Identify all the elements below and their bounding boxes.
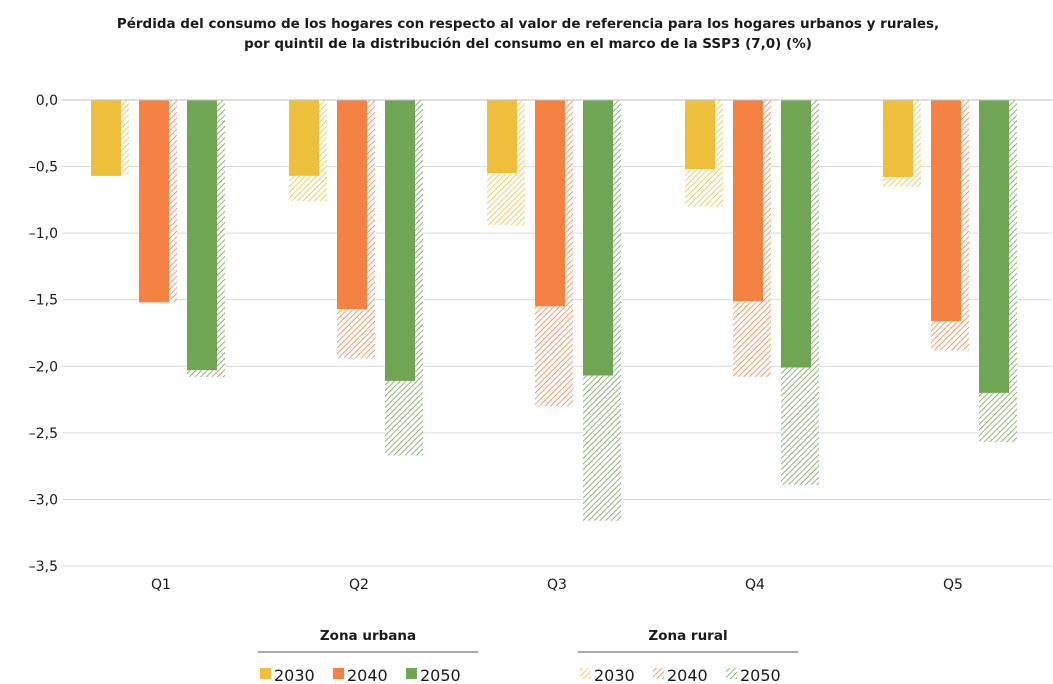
bar-rural-2030-Q5 bbox=[911, 100, 921, 187]
bar-urbana-2050-Q5 bbox=[979, 100, 1009, 393]
x-tick-label: Q3 bbox=[547, 577, 567, 593]
legend-swatch-solid-2050 bbox=[406, 668, 417, 679]
x-tick-label: Q2 bbox=[349, 577, 369, 593]
chart-title-line-2: por quintil de la distribución del consu… bbox=[244, 36, 812, 52]
bar-rural-extension-2050-Q2 bbox=[385, 380, 423, 456]
legend-group-title: Zona rural bbox=[648, 628, 727, 644]
bar-urbana-2040-Q5 bbox=[931, 100, 961, 322]
y-tick-label: –1,0 bbox=[29, 226, 58, 242]
y-tick-label: –3,0 bbox=[29, 492, 58, 508]
bar-urbana-2050-Q1 bbox=[187, 100, 217, 371]
bar-rural-2040-Q4 bbox=[761, 100, 771, 377]
bar-rural-extension-2040-Q2 bbox=[337, 309, 375, 359]
bar-rural-extension-2030-Q5 bbox=[883, 177, 921, 187]
bar-urbana-2030-Q4 bbox=[685, 100, 715, 170]
bar-rural-extension-2050-Q5 bbox=[979, 392, 1017, 443]
bar-rural-2030-Q1 bbox=[119, 100, 129, 175]
x-tick-label: Q1 bbox=[151, 577, 171, 593]
legend-swatch-solid-2040 bbox=[333, 668, 344, 679]
bar-rural-2050-Q5 bbox=[1007, 100, 1017, 443]
bar-urbana-2040-Q3 bbox=[535, 100, 565, 307]
bar-rural-extension-2050-Q1 bbox=[187, 370, 225, 377]
bar-rural-extension-2030-Q4 bbox=[685, 169, 723, 207]
bar-rural-extension-2050-Q3 bbox=[583, 375, 621, 521]
legend-label: 2050 bbox=[740, 666, 781, 684]
bar-urbana-2030-Q3 bbox=[487, 100, 517, 174]
legend-swatch-hatched-2030 bbox=[580, 668, 591, 679]
y-tick-label: –1,5 bbox=[29, 293, 58, 309]
bar-rural-2050-Q4 bbox=[809, 100, 819, 485]
bar-urbana-2050-Q4 bbox=[781, 100, 811, 368]
bar-rural-2040-Q3 bbox=[563, 100, 573, 407]
bar-rural-extension-2050-Q4 bbox=[781, 367, 819, 485]
bar-rural-extension-2030-Q2 bbox=[289, 175, 327, 202]
y-tick-label: –2,5 bbox=[29, 426, 58, 442]
bar-rural-2030-Q2 bbox=[317, 100, 327, 202]
y-tick-label: –0,5 bbox=[29, 160, 58, 176]
bar-rural-2030-Q3 bbox=[515, 100, 525, 226]
bar-urbana-2030-Q5 bbox=[883, 100, 913, 178]
legend-group-title: Zona urbana bbox=[320, 628, 416, 644]
x-tick-label: Q5 bbox=[943, 577, 963, 593]
bar-urbana-2050-Q3 bbox=[583, 100, 613, 376]
legend-label: 2050 bbox=[420, 666, 461, 684]
bar-rural-2040-Q1 bbox=[167, 100, 177, 303]
bar-rural-2050-Q1 bbox=[215, 100, 225, 377]
legend-swatch-hatched-2050 bbox=[726, 668, 737, 679]
legend-label: 2040 bbox=[347, 666, 388, 684]
bar-urbana-2030-Q1 bbox=[91, 100, 121, 176]
bar-rural-2050-Q2 bbox=[413, 100, 423, 456]
legend-swatch-solid-2030 bbox=[260, 668, 271, 679]
y-tick-label: 0,0 bbox=[36, 93, 58, 109]
bar-rural-extension-2030-Q3 bbox=[487, 173, 525, 226]
bar-rural-2050-Q3 bbox=[611, 100, 621, 521]
y-tick-label: –3,5 bbox=[29, 559, 58, 575]
bar-rural-2040-Q2 bbox=[365, 100, 375, 359]
bar-urbana-2050-Q2 bbox=[385, 100, 415, 381]
bar-rural-2040-Q5 bbox=[959, 100, 969, 351]
bar-rural-2030-Q4 bbox=[713, 100, 723, 207]
bar-rural-extension-2040-Q4 bbox=[733, 301, 771, 377]
legend-label: 2040 bbox=[667, 666, 708, 684]
bar-urbana-2030-Q2 bbox=[289, 100, 319, 176]
bar-rural-extension-2040-Q5 bbox=[931, 321, 969, 351]
y-tick-label: –2,0 bbox=[29, 359, 58, 375]
x-tick-label: Q4 bbox=[745, 577, 765, 593]
bar-urbana-2040-Q4 bbox=[733, 100, 763, 302]
legend-label: 2030 bbox=[274, 666, 315, 684]
chart-title-line-1: Pérdida del consumo de los hogares con r… bbox=[117, 16, 939, 32]
legend-swatch-hatched-2040 bbox=[653, 668, 664, 679]
bar-urbana-2040-Q1 bbox=[139, 100, 169, 303]
bar-urbana-2040-Q2 bbox=[337, 100, 367, 310]
bar-rural-extension-2040-Q3 bbox=[535, 306, 573, 407]
legend-label: 2030 bbox=[594, 666, 635, 684]
